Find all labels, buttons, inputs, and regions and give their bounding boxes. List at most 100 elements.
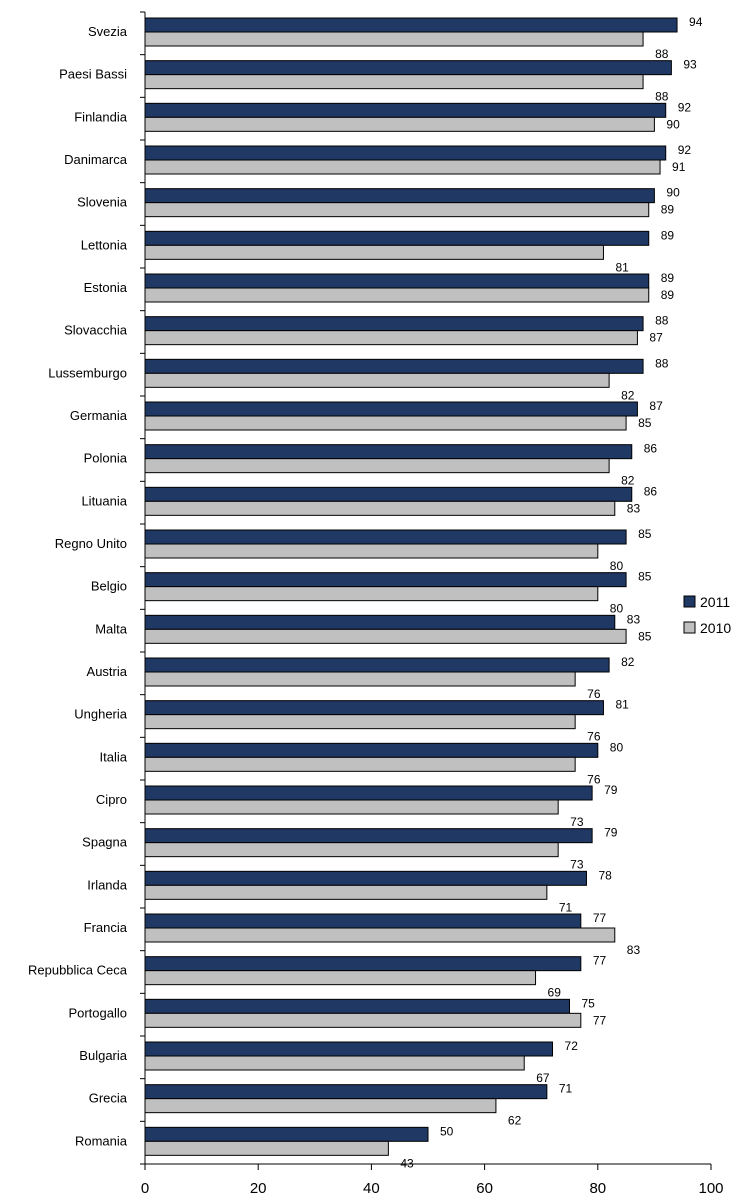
value-label-2010: 71 [559,900,573,914]
bar-2010 [144,970,537,986]
bar-2010 [144,202,650,218]
category-label: Germania [70,408,128,423]
value-label-2011: 75 [582,996,596,1010]
value-label-2011: 81 [615,698,629,712]
value-label-2010: 67 [536,1071,550,1085]
bar-2011 [144,956,582,972]
value-label-2011: 86 [644,484,658,498]
bar-2011 [144,742,599,758]
bar-2011 [144,358,644,374]
bar-2011 [144,145,667,161]
bar-2010 [144,330,638,346]
value-label-2010: 90 [666,117,680,131]
category-label: Estonia [84,280,128,295]
legend-swatch-2011 [683,595,696,608]
value-label-2011: 85 [638,527,652,541]
value-label-2010: 80 [610,559,624,573]
category-label: Paesi Bassi [59,67,127,82]
x-tick-label: 100 [698,1180,723,1197]
value-label-2010: 88 [655,90,669,104]
category-label: Repubblica Ceca [28,963,128,978]
x-tick-label: 60 [476,1180,493,1197]
bar-2010 [144,415,627,431]
value-label-2011: 87 [649,399,663,413]
bar-2011 [144,614,616,630]
value-label-2010: 77 [593,1013,607,1027]
value-label-2010: 69 [548,986,562,1000]
category-label: Irlanda [87,877,128,892]
category-label: Cipro [96,792,127,807]
bar-2010 [144,671,576,687]
bar-2010 [144,244,604,260]
bar-2011 [144,529,627,545]
bar-2010 [144,586,599,602]
bar-2010 [144,372,610,388]
legend-swatch-2010 [683,621,696,634]
x-tick-label: 80 [589,1180,606,1197]
value-label-2011: 93 [683,58,697,72]
bar-2011 [144,1084,548,1100]
bar-2011 [144,700,604,716]
bar-2010 [144,1098,497,1114]
value-label-2011: 94 [689,15,703,29]
bar-2010 [144,500,616,516]
bar-2010 [144,842,559,858]
value-label-2011: 77 [593,911,607,925]
bar-2011 [144,657,610,673]
value-label-2011: 89 [661,271,675,285]
value-label-2010: 62 [508,1114,522,1128]
category-label: Francia [84,920,128,935]
category-label: Slovacchia [64,323,128,338]
value-label-2011: 88 [655,356,669,370]
category-label: Lussemburgo [48,365,127,380]
value-label-2011: 78 [598,868,612,882]
category-label: Italia [100,749,128,764]
value-label-2011: 85 [638,570,652,584]
value-label-2010: 80 [610,602,624,616]
category-labels: Svezia Paesi Bassi Finlandia Danimarca Slove… [28,24,128,1148]
bar-2010 [144,116,655,132]
value-label-2010: 85 [638,416,652,430]
bar-2011 [144,1041,554,1057]
x-axis-ticks: 0 20 40 60 80 100 [141,1164,724,1197]
value-label-2010: 83 [627,943,641,957]
value-label-2011: 77 [593,954,607,968]
bar-2010 [144,927,616,943]
bar-2010 [144,756,576,772]
bar-2011 [144,828,593,844]
legend: 2011 2010 [683,594,731,636]
bar-2010 [144,74,644,90]
category-label: Svezia [88,24,128,39]
value-label-2010: 89 [661,203,675,217]
bar-2010 [144,884,548,900]
bar-2010 [144,31,644,47]
value-label-2011: 72 [565,1039,579,1053]
bar-2010 [144,287,650,303]
bar-2010 [144,799,559,815]
category-label: Lituania [81,493,127,508]
bar-2011 [144,486,633,502]
bar-2011 [144,572,627,588]
category-label: Belgio [91,579,127,594]
category-label: Spagna [82,835,128,850]
value-label-2011: 71 [559,1082,573,1096]
value-label-2010: 88 [655,47,669,61]
bar-2011 [144,230,650,246]
bar-2011 [144,273,650,289]
category-label: Regno Unito [55,536,127,551]
value-label-2010: 83 [627,501,641,515]
bar-2011 [144,60,672,76]
category-label: Slovenia [77,195,128,210]
bar-2011 [144,998,570,1014]
category-label: Ungheria [74,707,128,722]
bar-2011 [144,102,667,118]
value-label-2011: 82 [621,655,635,669]
bar-2011 [144,785,593,801]
value-label-2011: 80 [610,740,624,754]
category-label: Bulgaria [79,1048,127,1063]
bar-2010 [144,1012,582,1028]
bar-2011 [144,913,582,929]
legend-label-2011: 2011 [700,594,730,610]
bar-2010 [144,628,627,644]
